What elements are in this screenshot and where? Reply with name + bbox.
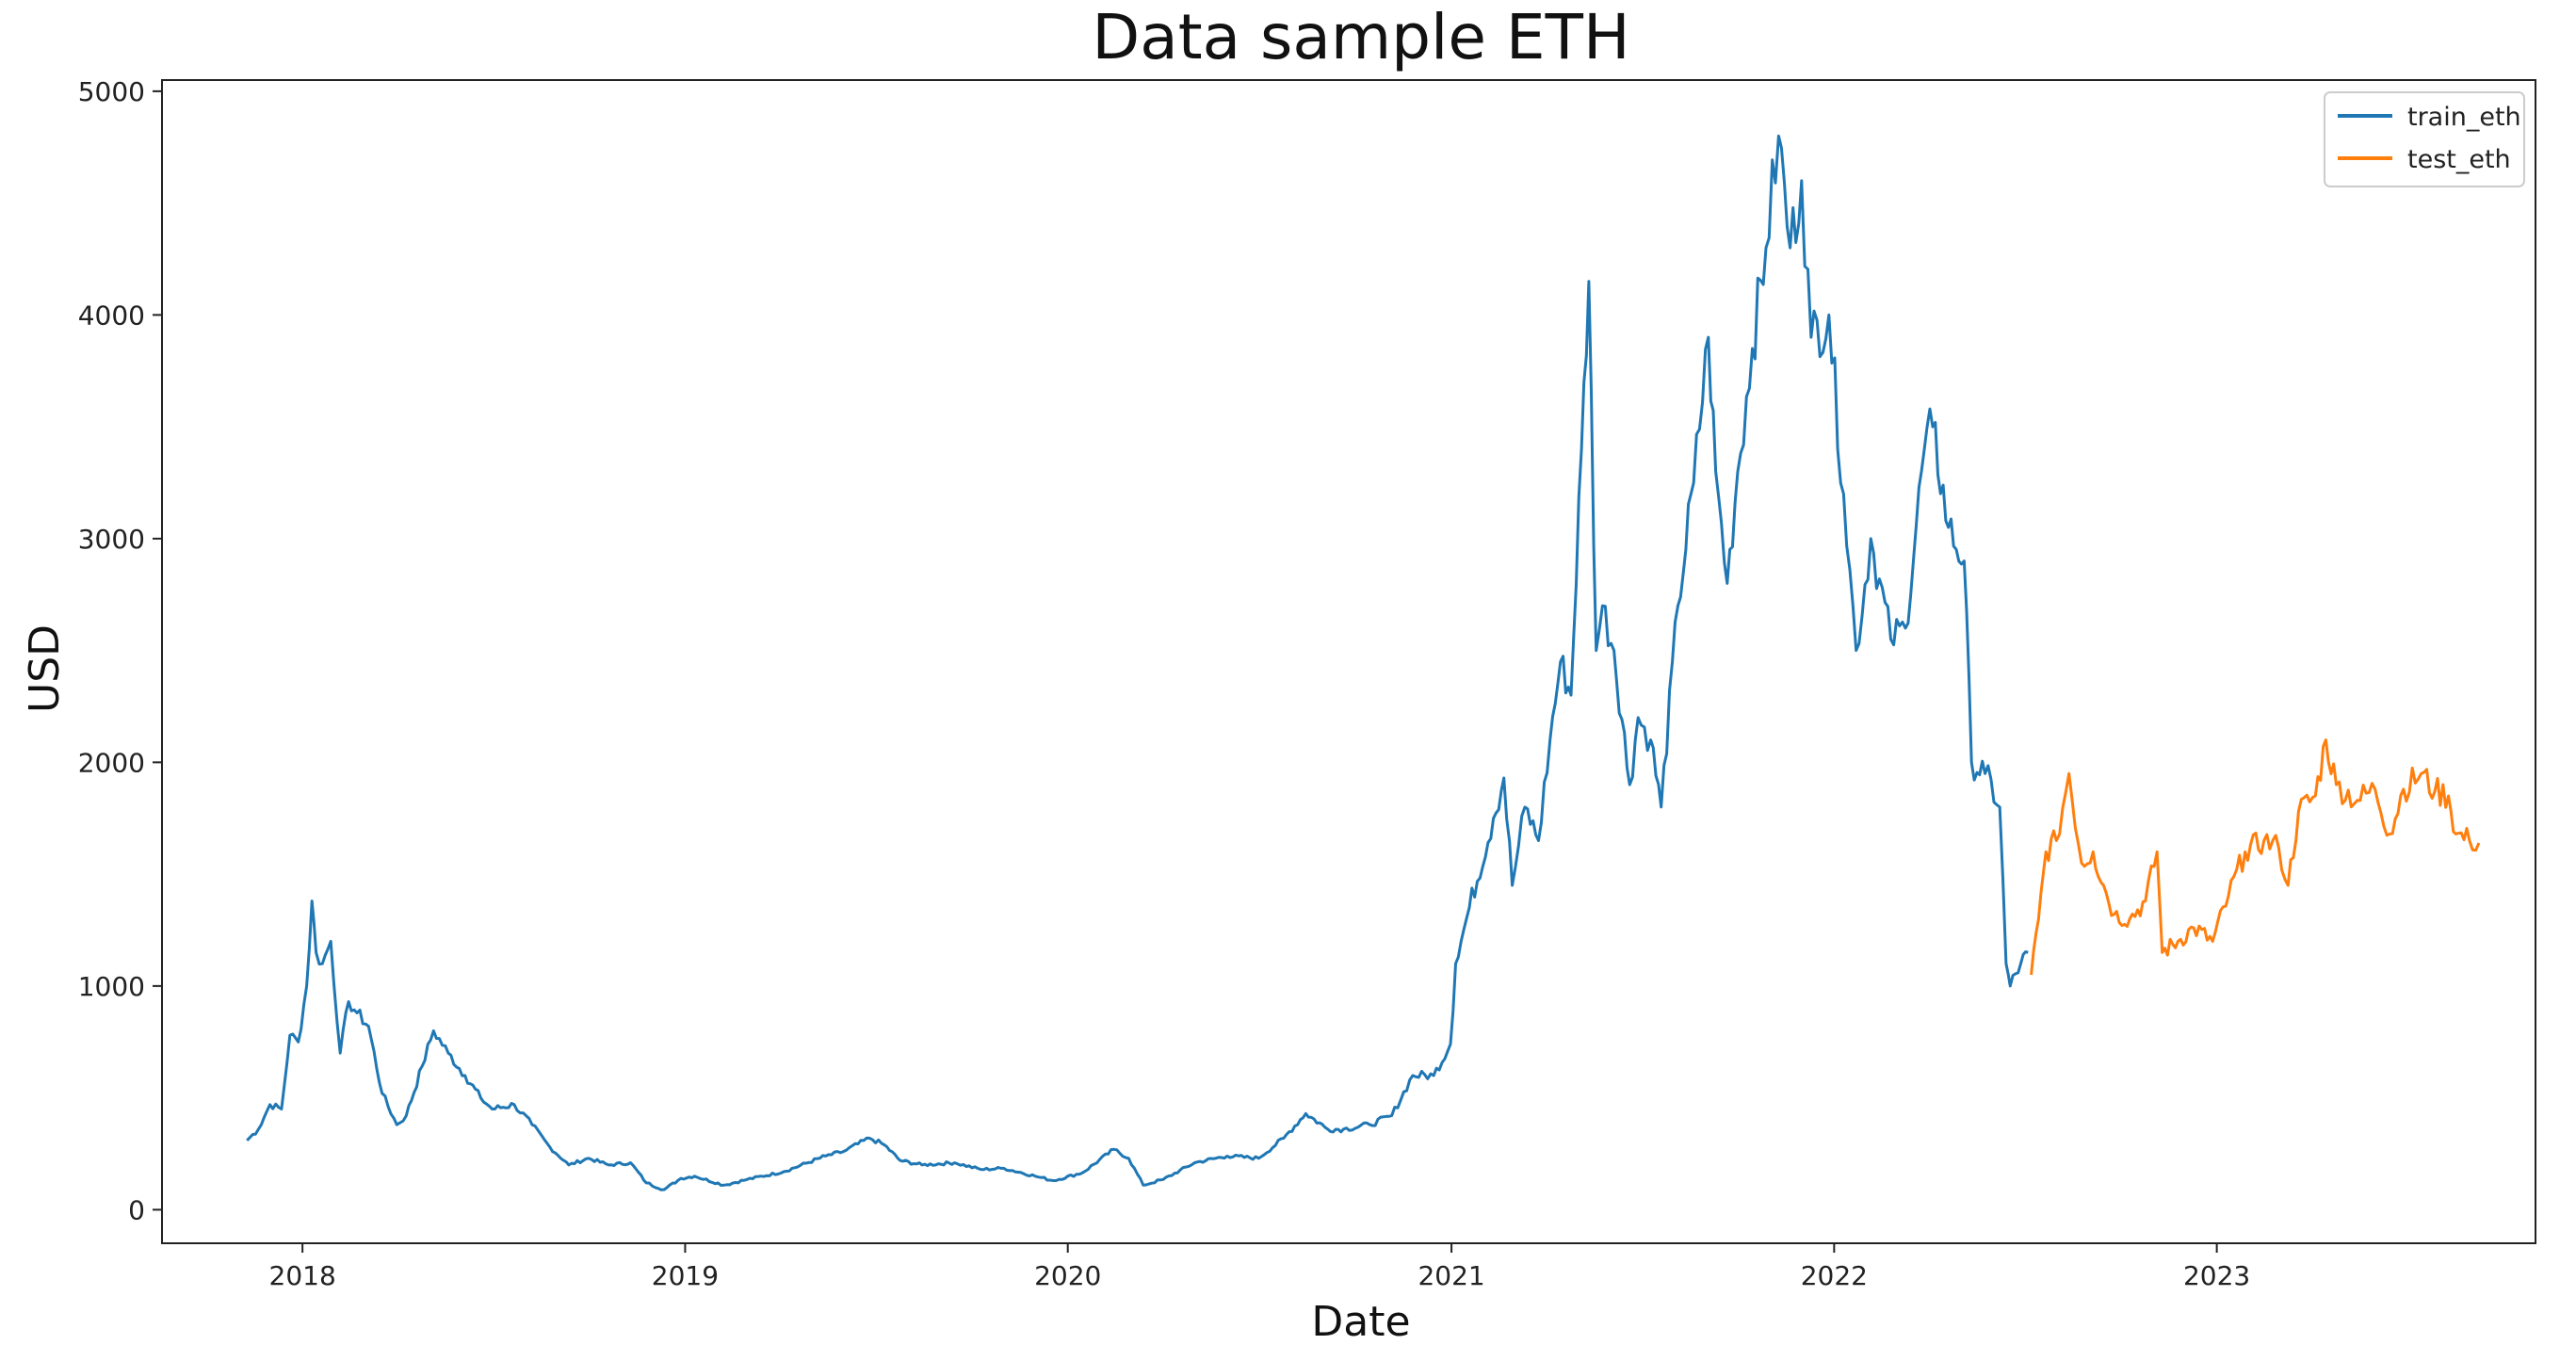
x-tick-label: 2022: [1801, 1260, 1868, 1291]
x-tick-label: 2018: [269, 1260, 336, 1291]
y-tick-label: 0: [128, 1194, 145, 1225]
plot-area: [161, 79, 2536, 1244]
x-axis: 2018 2019 2020 2021 2022 2023: [269, 1243, 2250, 1291]
y-tick-label: 4000: [78, 300, 145, 331]
y-axis: 0 1000 2000 3000 4000 5000: [78, 76, 162, 1225]
y-tick-label: 1000: [78, 971, 145, 1002]
y-axis-label: USD: [21, 624, 69, 713]
x-axis-label: Date: [1311, 1298, 1410, 1346]
x-tick-label: 2019: [652, 1260, 719, 1291]
legend-label-test: test_eth: [2407, 145, 2511, 174]
legend: train_eth test_eth: [2324, 91, 2525, 187]
y-tick-label: 5000: [78, 76, 145, 107]
x-tick-label: 2023: [2183, 1260, 2250, 1291]
series-line-train_eth: [246, 134, 2029, 1191]
y-tick-label: 2000: [78, 747, 145, 778]
plot-frame: [161, 79, 2536, 1244]
y-tick-label: 3000: [78, 524, 145, 555]
series-line-test_eth: [2030, 738, 2481, 976]
x-tick-label: 2020: [1034, 1260, 1101, 1291]
legend-label-train: train_eth: [2407, 103, 2521, 132]
series-lines: [246, 134, 2481, 1191]
chart-title: Data sample ETH: [1092, 1, 1629, 73]
x-tick-label: 2021: [1418, 1260, 1484, 1291]
